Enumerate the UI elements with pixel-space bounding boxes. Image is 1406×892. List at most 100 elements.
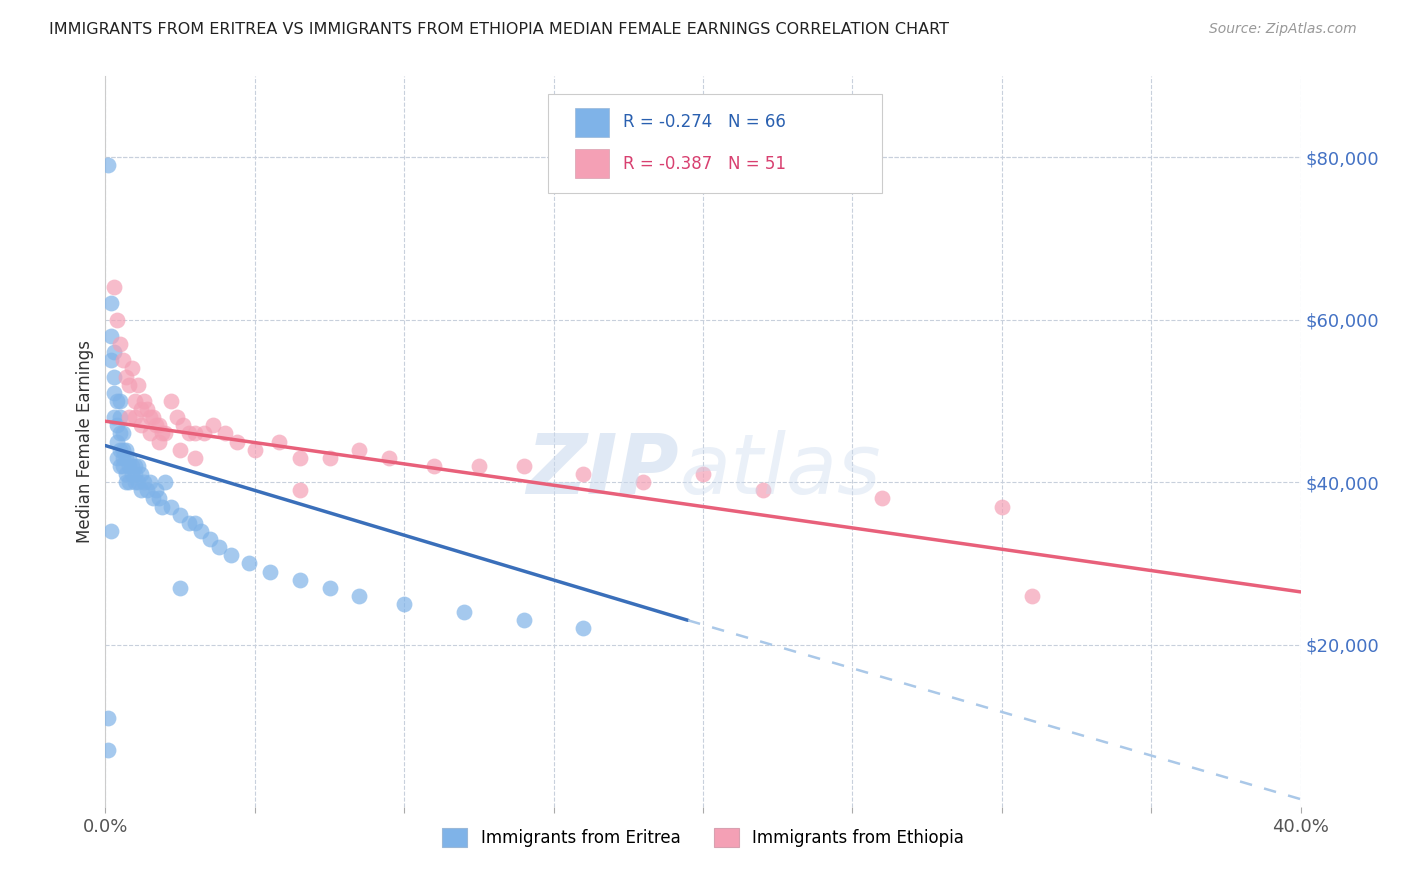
Text: IMMIGRANTS FROM ERITREA VS IMMIGRANTS FROM ETHIOPIA MEDIAN FEMALE EARNINGS CORRE: IMMIGRANTS FROM ERITREA VS IMMIGRANTS FR… (49, 22, 949, 37)
Point (110, 442, 132, 457)
FancyBboxPatch shape (575, 108, 609, 137)
Point (423, 458, 446, 473)
Point (990, 500, 1012, 514)
Point (112, 426, 135, 441)
Point (193, 426, 215, 441)
Point (394, 597, 416, 611)
Text: atlas: atlas (679, 430, 880, 511)
Point (134, 393, 156, 408)
Point (124, 410, 146, 425)
Point (118, 410, 141, 425)
Point (110, 337, 132, 351)
Point (692, 467, 714, 481)
Point (288, 483, 311, 498)
Point (103, 345, 125, 359)
Point (103, 385, 125, 400)
Point (134, 475, 156, 490)
Point (378, 450, 401, 465)
Point (129, 467, 153, 481)
Point (243, 442, 266, 457)
FancyBboxPatch shape (547, 95, 883, 193)
Point (142, 491, 165, 506)
Point (160, 500, 183, 514)
Point (118, 458, 141, 473)
Point (169, 581, 191, 595)
Point (100, 296, 122, 310)
Point (112, 450, 135, 465)
Point (155, 426, 177, 441)
Point (100, 353, 122, 368)
Point (127, 458, 149, 473)
Point (172, 418, 194, 433)
Point (118, 377, 141, 392)
Point (238, 557, 260, 571)
Y-axis label: Median Female Earnings: Median Female Earnings (76, 340, 94, 543)
Text: R = -0.274   N = 66: R = -0.274 N = 66 (623, 113, 786, 131)
Point (115, 442, 138, 457)
Point (121, 458, 143, 473)
Point (107, 450, 129, 465)
Point (288, 450, 311, 465)
Point (198, 532, 221, 546)
FancyBboxPatch shape (575, 149, 609, 178)
Point (259, 565, 281, 579)
Point (100, 524, 122, 538)
Point (288, 573, 311, 587)
Point (219, 549, 242, 563)
Point (169, 442, 191, 457)
Point (184, 426, 207, 441)
Point (139, 475, 162, 490)
Text: R = -0.387   N = 51: R = -0.387 N = 51 (623, 154, 786, 172)
Point (103, 369, 125, 384)
Point (121, 361, 143, 376)
Point (214, 426, 236, 441)
Point (572, 622, 595, 636)
Point (129, 483, 153, 498)
Point (633, 475, 655, 490)
Point (148, 491, 170, 506)
Point (169, 508, 191, 522)
Point (112, 353, 135, 368)
Point (318, 581, 340, 595)
Point (177, 516, 201, 530)
Point (872, 491, 894, 506)
Point (136, 483, 159, 498)
Point (110, 410, 132, 425)
Point (115, 475, 138, 490)
Point (115, 369, 138, 384)
Point (97, 711, 120, 725)
Point (121, 467, 143, 481)
Point (115, 467, 138, 481)
Point (115, 450, 138, 465)
Point (208, 540, 231, 554)
Point (751, 483, 773, 498)
Point (513, 458, 536, 473)
Point (148, 418, 170, 433)
Point (145, 483, 167, 498)
Text: ZIP: ZIP (526, 430, 679, 511)
Point (150, 500, 173, 514)
Point (112, 458, 135, 473)
Point (129, 402, 153, 417)
Text: Source: ZipAtlas.com: Source: ZipAtlas.com (1209, 22, 1357, 37)
Point (318, 450, 340, 465)
Point (453, 605, 475, 619)
Point (513, 613, 536, 627)
Point (184, 516, 207, 530)
Point (148, 434, 170, 449)
Point (118, 450, 141, 465)
Point (190, 524, 212, 538)
Legend: Immigrants from Eritrea, Immigrants from Ethiopia: Immigrants from Eritrea, Immigrants from… (436, 822, 970, 854)
Point (112, 442, 135, 457)
Point (225, 434, 249, 449)
Point (155, 475, 177, 490)
Point (166, 410, 188, 425)
Point (124, 467, 146, 481)
Point (127, 377, 149, 392)
Point (103, 280, 125, 294)
Point (107, 393, 129, 408)
Point (1021, 589, 1043, 603)
Point (468, 458, 491, 473)
Point (160, 393, 183, 408)
Point (107, 434, 129, 449)
